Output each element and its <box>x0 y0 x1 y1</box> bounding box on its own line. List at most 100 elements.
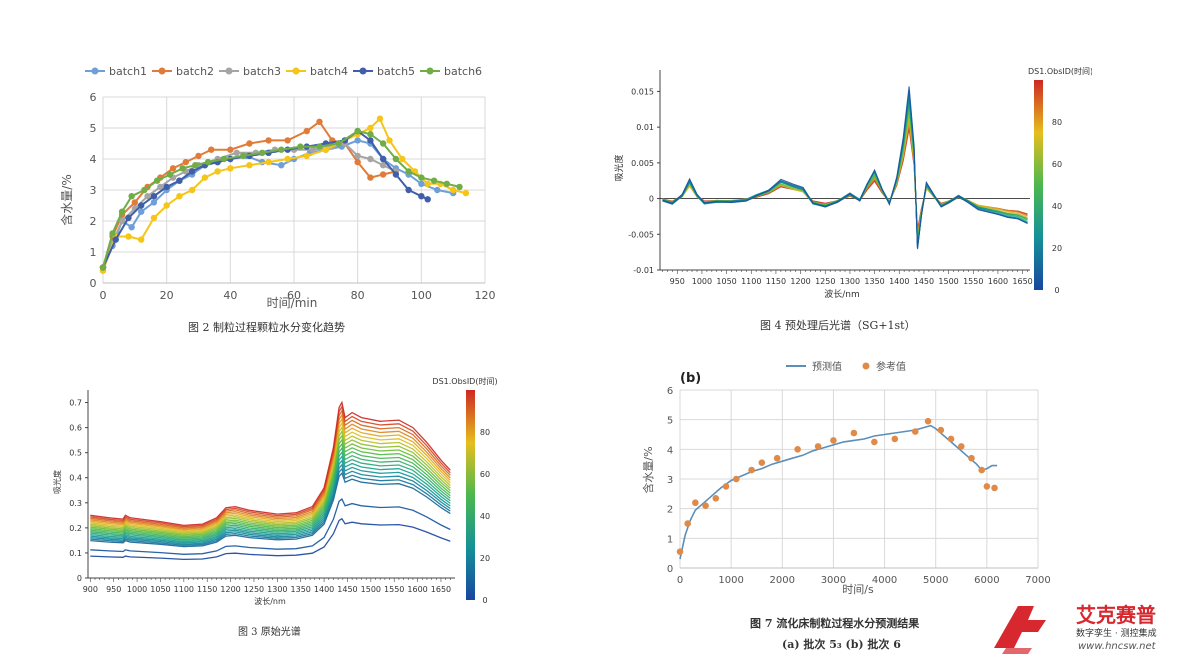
fig2-point-batch5 <box>150 193 158 200</box>
fig4-colorbar-tick: 0 <box>1054 286 1059 295</box>
fig3-colorbar-tick: 40 <box>480 512 490 521</box>
fig4-x-tick: 1250 <box>815 277 835 286</box>
fig4-x-tick: 1000 <box>692 277 712 286</box>
fig4-y-tick: -0.005 <box>628 230 654 239</box>
fig2-point-batch2 <box>379 171 387 178</box>
fig2-legend-label: batch6 <box>444 65 482 78</box>
fig2-point-batch6 <box>239 152 247 160</box>
fig4-y-tick: -0.01 <box>633 266 654 275</box>
fig2-y-tick: 6 <box>90 91 97 104</box>
fig3-x-tick: 1400 <box>314 585 334 594</box>
fig7-legend-swatch-dot <box>862 362 870 370</box>
fig7-reference-point <box>830 437 837 444</box>
fig2-point-batch6 <box>443 180 450 187</box>
fig7-x-tick: 4000 <box>872 575 897 586</box>
fig7-y-tick: 5 <box>667 416 673 427</box>
fig3-spectrum-line <box>90 442 451 539</box>
fig3-spectrum-line <box>90 430 451 535</box>
fig3-spectrum-line <box>90 404 451 528</box>
fig7-grid <box>679 389 1039 569</box>
fig4-colorbar-tick: 20 <box>1052 244 1062 253</box>
fig4-x-axis-label: 波长/nm <box>824 288 860 300</box>
fig2-point-batch1 <box>418 180 425 187</box>
fig7-reference-point <box>924 417 932 425</box>
fig2-legend-label: batch3 <box>243 65 281 78</box>
fig2-point-batch6 <box>118 208 126 215</box>
fig7-reference-point <box>937 426 945 434</box>
fig2-point-batch5 <box>367 137 374 144</box>
fig2-y-tick: 1 <box>90 246 97 259</box>
fig2-point-batch1 <box>138 208 145 215</box>
fig7-y-axis-label: 含水量/% <box>641 446 655 493</box>
fig2-y-axis-label: 含水量/% <box>59 174 74 225</box>
fig2-point-batch1 <box>434 186 441 194</box>
fig4-spectrum-line <box>662 128 1028 231</box>
fig2-point-batch3 <box>379 162 387 169</box>
fig3-axes: 0 0.1 0.2 0.3 0.4 0.5 0.6 0.7 900 950 1000 1050 1100… <box>69 390 455 594</box>
fig3-spectrum-line <box>90 400 451 527</box>
fig2-point-batch3 <box>157 183 164 191</box>
fig4-colorbar-tick: 40 <box>1052 202 1062 211</box>
fig4-spectrum-line <box>662 122 1028 234</box>
fig3-spectrum-line <box>90 438 451 538</box>
fig2-point-batch4 <box>125 233 132 240</box>
fig4-spectrum-line <box>662 109 1028 240</box>
fig4-spectrum-line <box>662 86 1028 250</box>
fig3-x-tick: 1350 <box>291 585 311 594</box>
fig4-y-axis-label: 吸光度 <box>613 154 625 181</box>
fig2-legend-marker <box>359 67 367 75</box>
fig2-point-batch4 <box>163 202 170 209</box>
fig7-x-tick: 5000 <box>923 575 948 586</box>
fig3-x-tick: 1150 <box>197 585 217 594</box>
fig7-x-tick: 3000 <box>821 575 846 586</box>
fig4-spectrum-line <box>662 94 1028 248</box>
fig3-spectrum-line <box>90 451 451 541</box>
fig2-point-batch6 <box>316 143 323 150</box>
fig2-point-batch2 <box>246 140 253 147</box>
brand-site: www.hncsw.net <box>1078 641 1157 652</box>
fig2-point-batch1 <box>354 137 361 144</box>
fig2-grid <box>102 96 486 284</box>
fig2-point-batch2 <box>182 158 189 166</box>
fig2-point-batch6 <box>166 171 174 178</box>
fig2-legend-marker <box>292 67 300 75</box>
fig4-chart: -0.01 -0.005 0 0.005 0.01 0.015 950 1000 1050 110… <box>613 66 1092 300</box>
fig4-x-tick: 950 <box>670 277 685 286</box>
brand-watermark: ACCEXP 艾克赛普 数字孪生 · 测控集成 www.hncsw.net <box>988 598 1188 654</box>
fig7-reference-point <box>712 494 720 502</box>
fig2-legend: batch1 batch2 batch3 batch4 batch5 batch6 <box>85 65 482 78</box>
fig2-point-batch6 <box>405 168 412 175</box>
fig7-legend: 预测值 参考值 <box>786 360 906 373</box>
fig3-x-axis-label: 波长/nm <box>254 596 286 606</box>
fig3-chart: 0 0.1 0.2 0.3 0.4 0.5 0.6 0.7 900 950 1000 1050 1100… <box>52 376 498 606</box>
fig2-point-batch6 <box>335 140 342 147</box>
fig3-y-tick: 0.1 <box>69 549 82 558</box>
fig2-point-batch5 <box>138 202 145 209</box>
fig3-x-tick: 1250 <box>244 585 264 594</box>
fig7-subcaption: (a) 批次 5₃ (b) 批次 6 <box>782 638 901 651</box>
fig3-x-tick: 950 <box>106 585 121 594</box>
fig7-x-tick: 6000 <box>974 575 999 586</box>
fig7-reference-point <box>947 435 955 443</box>
fig3-spectrum-line <box>90 413 451 530</box>
fig2-point-batch5 <box>405 186 412 194</box>
fig4-spectrum-line <box>662 124 1028 232</box>
fig2-point-batch6 <box>367 131 374 138</box>
fig3-x-tick: 1550 <box>384 585 404 594</box>
fig2-point-batch4 <box>188 186 196 194</box>
fig3-y-tick: 0.6 <box>69 424 82 433</box>
fig2-point-batch3 <box>367 155 374 163</box>
fig3-x-tick: 1000 <box>127 585 147 594</box>
fig4-spectrum-line <box>662 90 1028 249</box>
fig4-colorbar-tick: 80 <box>1052 118 1062 127</box>
fig7-reference-point <box>891 435 899 443</box>
fig7-x-axis-label: 时间/s <box>842 583 874 596</box>
fig3-x-tick: 1600 <box>407 585 427 594</box>
fig4-x-tick: 1450 <box>914 277 934 286</box>
fig7-x-tick: 1000 <box>718 575 743 586</box>
fig2-legend-label: batch5 <box>377 65 415 78</box>
fig7-axes: 0 1 2 3 4 5 6 0 1000 2000 3000 4000 5000 6000 7000 <box>667 386 1051 586</box>
fig7-y-tick: 0 <box>667 564 673 575</box>
fig2-point-batch5 <box>188 168 196 175</box>
fig2-point-batch2 <box>303 127 310 135</box>
